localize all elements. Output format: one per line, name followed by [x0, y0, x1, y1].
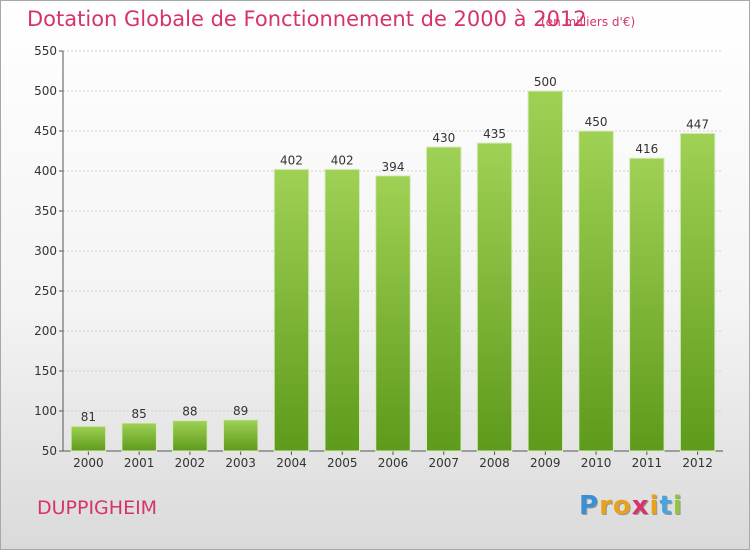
value-label-2000: 81: [81, 410, 96, 424]
bar-2008: [476, 142, 513, 452]
value-label-2012: 447: [686, 117, 709, 131]
bar-2004: [273, 168, 310, 452]
y-tick-label: 50: [42, 444, 57, 458]
bars: [70, 90, 716, 452]
y-tick-label: 400: [34, 164, 57, 178]
y-tick-label: 350: [34, 204, 57, 218]
logo-letter: i: [649, 491, 660, 521]
bar-2002: [172, 420, 208, 452]
x-tick-label-2004: 2004: [276, 456, 307, 470]
x-tick-label-2003: 2003: [225, 456, 256, 470]
x-tick-label-2010: 2010: [581, 456, 612, 470]
x-tick-label-2005: 2005: [327, 456, 358, 470]
y-tick-label: 250: [34, 284, 57, 298]
proxiti-logo: Proxiti: [579, 491, 683, 521]
y-tick-label: 200: [34, 324, 57, 338]
x-tick-label-2006: 2006: [378, 456, 409, 470]
value-label-2001: 85: [132, 407, 147, 421]
chart-title: Dotation Globale de Fonctionnement de 20…: [27, 7, 587, 31]
bar-2003: [222, 419, 259, 452]
logo-letter: P: [579, 491, 600, 521]
x-tick-label-2011: 2011: [632, 456, 663, 470]
bar-2011: [629, 157, 665, 452]
value-label-2011: 416: [635, 142, 658, 156]
bar-2009: [527, 90, 564, 452]
value-label-2005: 402: [331, 153, 354, 167]
value-label-2008: 435: [483, 127, 506, 141]
bar-2006: [375, 175, 411, 452]
y-tick-labels: 50 100 150 200 250 300 350 400 450 500 550: [34, 44, 57, 458]
x-tick-label-2012: 2012: [682, 456, 713, 470]
x-tick-label-2002: 2002: [175, 456, 206, 470]
y-tick-label: 550: [34, 44, 57, 58]
x-tick-label-2001: 2001: [124, 456, 155, 470]
value-label-2006: 394: [382, 160, 405, 174]
logo-letter: r: [599, 491, 613, 521]
y-tick-label: 300: [34, 244, 57, 258]
value-label-2004: 402: [280, 153, 303, 167]
logo-letter: x: [631, 491, 650, 521]
x-tick-label-2008: 2008: [479, 456, 510, 470]
bar-2012: [679, 132, 716, 452]
x-tick-label-2000: 2000: [73, 456, 104, 470]
commune-name: DUPPIGHEIM: [37, 497, 158, 519]
bar-2007: [426, 146, 462, 452]
y-tick-label: 500: [34, 84, 57, 98]
x-tick-label-2007: 2007: [428, 456, 459, 470]
y-tick-label: 450: [34, 124, 57, 138]
y-tick-label: 100: [34, 404, 57, 418]
logo-letter: t: [659, 491, 673, 521]
value-label-2010: 450: [585, 115, 608, 129]
bar-2005: [324, 168, 360, 452]
x-tick-label-2009: 2009: [530, 456, 561, 470]
x-tick-labels: 2000 2001 2002 2003 2004 2005 2006 2007 2008 2009…: [73, 456, 713, 470]
value-label-2003: 89: [233, 404, 248, 418]
y-tick-label: 150: [34, 364, 57, 378]
bar-2000: [70, 425, 107, 452]
logo-letter: o: [612, 491, 632, 521]
chart-subtitle: (en milliers d'€): [541, 15, 636, 29]
value-label-2002: 88: [182, 405, 197, 419]
logo-letter: i: [672, 491, 683, 521]
value-labels: 81 85 88 89 402 402 394 430 435 500 450 416 447: [81, 75, 709, 424]
value-label-2007: 430: [432, 131, 455, 145]
value-label-2009: 500: [534, 75, 557, 89]
bar-2001: [121, 422, 157, 452]
bar-2010: [578, 130, 614, 452]
